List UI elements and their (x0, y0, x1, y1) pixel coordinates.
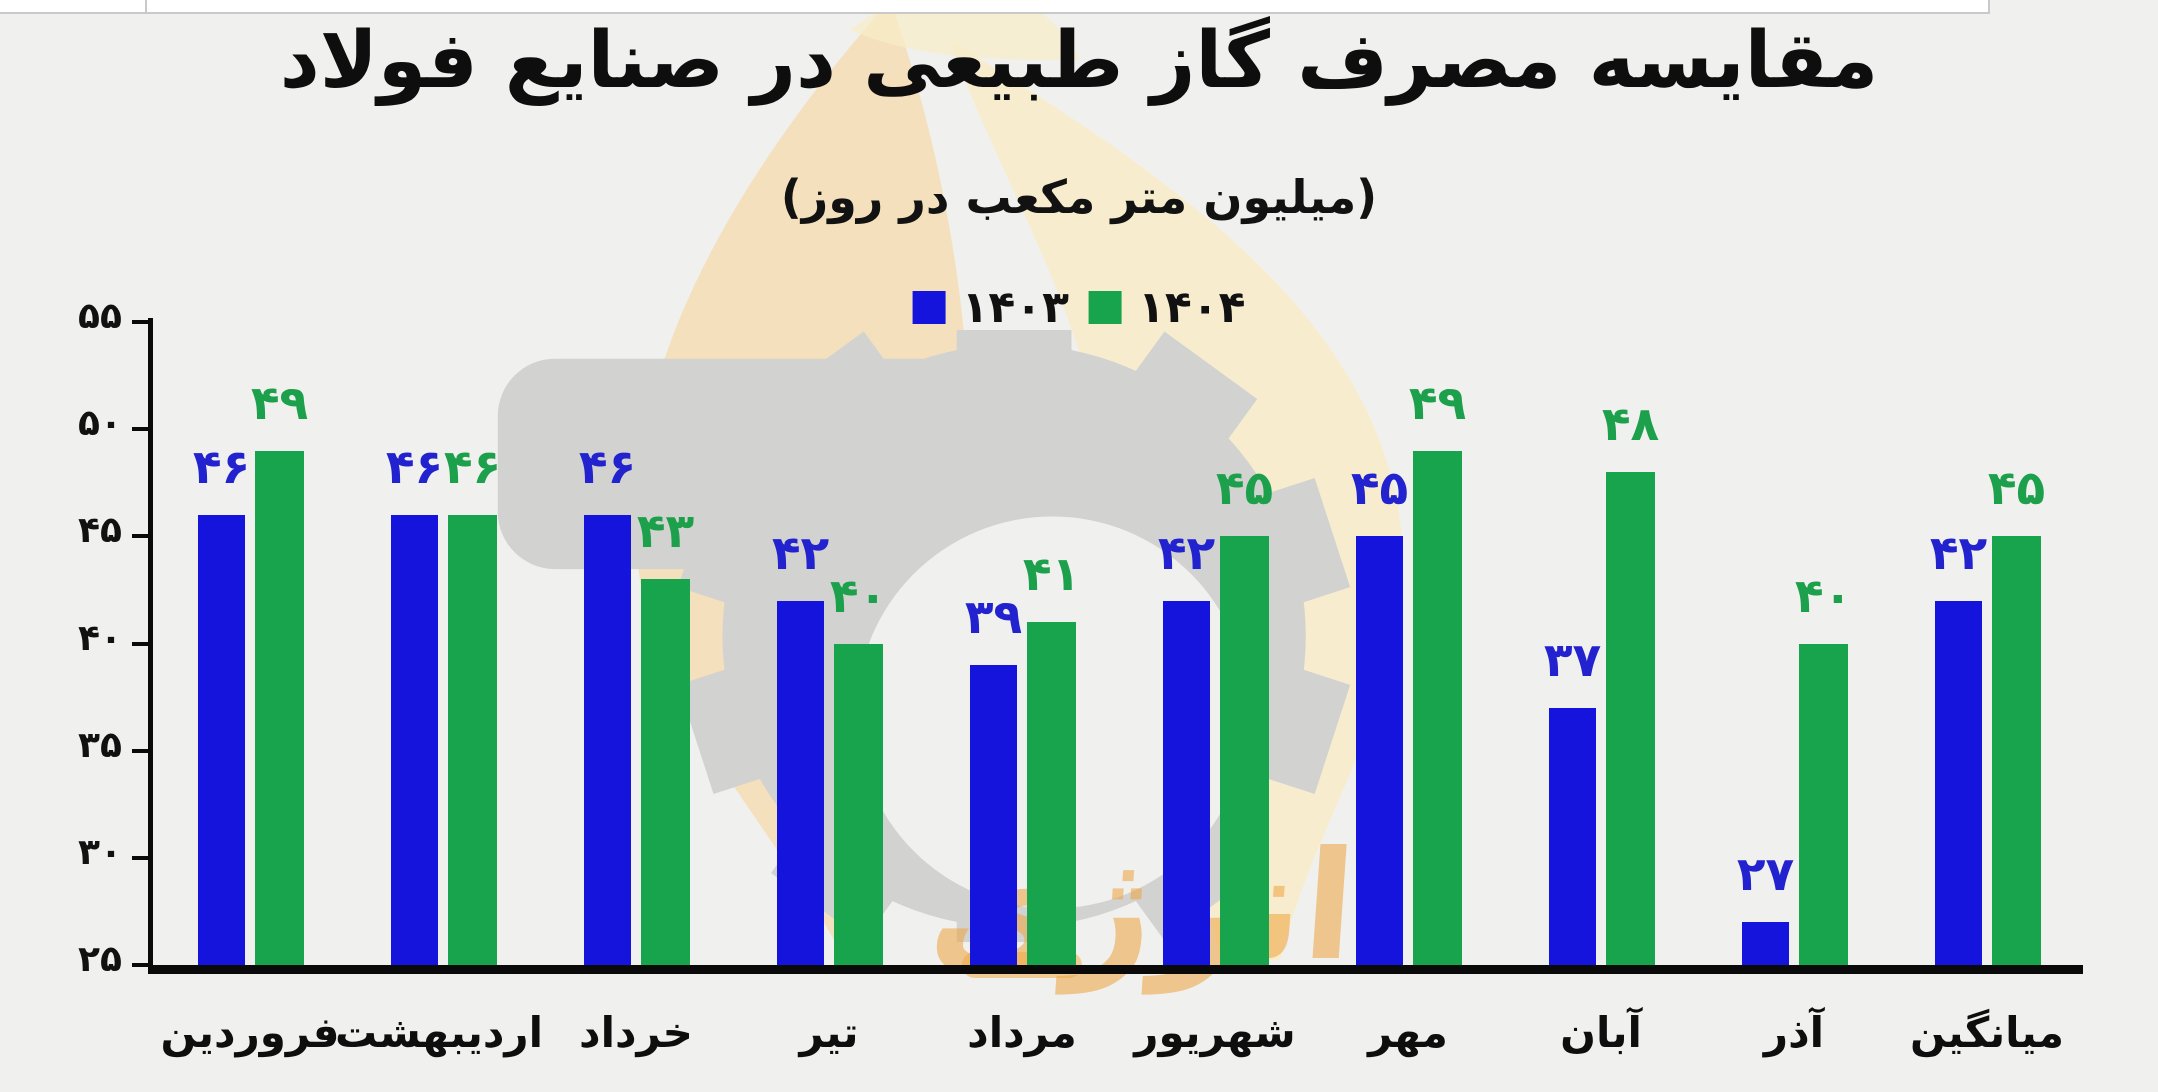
chart-title: مقایسه مصرف گاز طبیعی در صنایع فولاد (279, 16, 1879, 106)
bar-۱۴۰۴-4 (1027, 622, 1076, 965)
bar-label-۱۴۰۴-0: ۴۹ (250, 375, 309, 431)
bar-۱۴۰۴-3 (834, 643, 883, 965)
y-tick-25 (132, 963, 148, 967)
x-category-label-1: اردیبهشت (335, 1008, 543, 1057)
y-tick-label-45: ۴۵ (78, 510, 122, 552)
bar-label-۱۴۰۳-2: ۴۶ (578, 439, 637, 495)
x-category-label-3: تیر (799, 1008, 859, 1057)
bar-label-۱۴۰۴-7: ۴۸ (1601, 397, 1660, 453)
bar-label-۱۴۰۳-9: ۴۲ (1929, 525, 1988, 581)
bar-label-۱۴۰۳-0: ۴۶ (192, 439, 251, 495)
bar-۱۴۰۴-7 (1606, 472, 1655, 965)
bar-۱۴۰۳-2 (584, 514, 631, 965)
x-category-label-2: خرداد (579, 1008, 693, 1057)
legend-item-1404: ۱۴۰۴ (1089, 282, 1245, 333)
y-tick-50 (132, 427, 148, 432)
bar-۱۴۰۳-5 (1163, 600, 1210, 965)
x-category-label-4: مرداد (967, 1008, 1077, 1057)
y-tick-30 (132, 855, 148, 860)
bar-label-۱۴۰۳-8: ۲۷ (1736, 847, 1795, 903)
bar-۱۴۰۴-8 (1799, 643, 1848, 965)
chart-subtitle: (میلیون متر مکعب در روز) (780, 170, 1378, 224)
y-tick-label-50: ۵۰ (78, 403, 122, 445)
y-tick-label-55: ۵۵ (78, 296, 122, 338)
bar-label-۱۴۰۳-7: ۳۷ (1543, 632, 1602, 688)
bar-۱۴۰۴-1 (448, 514, 497, 965)
y-tick-label-40: ۴۰ (78, 617, 122, 659)
y-tick-45 (132, 534, 148, 539)
x-category-label-5: شهریور (1134, 1008, 1296, 1057)
bar-label-۱۴۰۴-2: ۴۳ (636, 504, 695, 560)
x-category-label-8: آذر (1763, 1008, 1825, 1057)
bar-۱۴۰۳-0 (198, 514, 245, 965)
legend-label-1404: ۱۴۰۴ (1138, 282, 1246, 333)
bar-۱۴۰۴-2 (641, 579, 690, 965)
x-category-label-6: مهر (1368, 1008, 1448, 1057)
legend-swatch-1403 (912, 291, 946, 324)
x-axis-line (148, 965, 2083, 974)
bar-label-۱۴۰۳-1: ۴۶ (385, 439, 444, 495)
bar-۱۴۰۳-6 (1356, 536, 1403, 965)
bar-۱۴۰۳-4 (970, 664, 1017, 965)
legend-item-1403: ۱۴۰۳ (912, 282, 1069, 333)
y-tick-label-35: ۳۵ (78, 724, 122, 766)
y-tick-label-25: ۲۵ (78, 939, 122, 980)
y-tick-label-30: ۳۰ (78, 831, 122, 873)
bar-label-۱۴۰۴-1: ۴۶ (443, 439, 502, 495)
legend-swatch-1404 (1089, 291, 1122, 324)
cropped-browser-strip (0, 0, 1990, 14)
bar-۱۴۰۴-0 (255, 450, 304, 965)
bar-۱۴۰۳-9 (1935, 600, 1982, 965)
legend-label-1403: ۱۴۰۳ (961, 282, 1069, 333)
bar-label-۱۴۰۳-4: ۳۹ (964, 589, 1023, 645)
bar-label-۱۴۰۳-5: ۴۲ (1157, 525, 1216, 581)
bar-label-۱۴۰۴-4: ۴۱ (1022, 547, 1081, 603)
bar-label-۱۴۰۴-3: ۴۰ (829, 568, 888, 624)
bar-label-۱۴۰۳-3: ۴۲ (771, 525, 830, 581)
y-tick-40 (132, 641, 148, 646)
x-category-label-9: میانگین (1909, 1008, 2065, 1057)
bar-label-۱۴۰۴-9: ۴۵ (1987, 461, 2046, 517)
bar-۱۴۰۴-9 (1992, 536, 2041, 965)
y-axis-line (148, 318, 153, 974)
bar-۱۴۰۳-1 (391, 514, 438, 965)
bar-۱۴۰۴-6 (1413, 450, 1462, 965)
bar-label-۱۴۰۴-8: ۴۰ (1794, 568, 1853, 624)
bar-۱۴۰۳-3 (777, 600, 824, 965)
bar-label-۱۴۰۴-6: ۴۹ (1408, 375, 1467, 431)
strip-divider (145, 0, 147, 12)
x-category-label-0: فروردین (160, 1008, 340, 1057)
bar-۱۴۰۳-8 (1742, 922, 1789, 965)
bar-label-۱۴۰۴-5: ۴۵ (1215, 461, 1274, 517)
y-tick-55 (132, 320, 148, 325)
y-tick-35 (132, 748, 148, 753)
bar-۱۴۰۳-7 (1549, 707, 1596, 965)
bar-۱۴۰۴-5 (1220, 536, 1269, 965)
bar-label-۱۴۰۳-6: ۴۵ (1350, 461, 1409, 517)
x-category-label-7: آبان (1560, 1008, 1642, 1057)
legend: ۱۴۰۳ ۱۴۰۴ (912, 282, 1245, 333)
